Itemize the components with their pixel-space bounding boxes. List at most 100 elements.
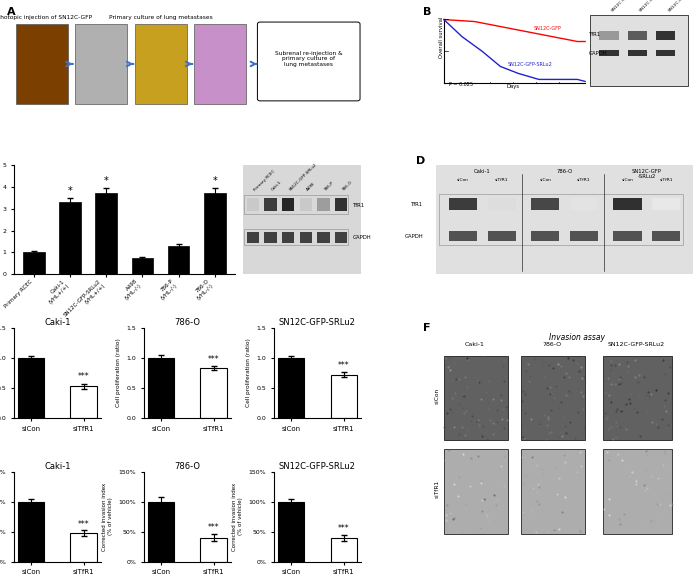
Text: Days: Days [507,85,520,89]
Bar [278,358,304,418]
Text: Subrenal re-injection &
primary culture of
lung metastases: Subrenal re-injection & primary culture … [275,51,342,67]
Text: TfR1: TfR1 [353,203,365,207]
Text: siCon: siCon [540,178,552,182]
Text: SN12C-GFP-SRLu2: SN12C-GFP-SRLu2 [608,342,665,347]
Text: 786-P: 786-P [323,181,335,192]
Text: Invasion assay: Invasion assay [550,332,606,342]
Bar [71,386,97,418]
Bar [449,230,477,241]
Text: *: * [68,186,72,196]
Text: *: * [104,176,108,186]
Bar [603,449,673,534]
Text: D: D [416,156,425,166]
Text: P = 0.025: P = 0.025 [449,82,473,87]
Text: siCon: siCon [622,178,634,182]
Title: SN12C-GFP-SRLu2: SN12C-GFP-SRLu2 [279,461,356,471]
Text: ***: *** [208,355,219,364]
Bar [439,194,682,245]
Text: SN12C-GFP-SRLu2: SN12C-GFP-SRLu2 [667,0,699,13]
Bar [590,14,688,86]
Bar [317,232,330,243]
Bar [531,230,559,241]
Text: 786-O: 786-O [556,168,573,174]
Text: SN12C-GFP: SN12C-GFP [611,0,631,13]
Text: ***: *** [78,372,90,382]
Bar [23,252,45,274]
Text: ***: *** [208,523,219,532]
Bar [438,14,579,86]
Text: ***: *** [338,361,349,370]
Text: GAPDH: GAPDH [589,51,608,56]
Text: 786-O: 786-O [542,342,561,347]
Text: siCon: siCon [435,387,440,404]
Bar [204,193,225,274]
Bar [613,197,642,211]
Title: 786-O: 786-O [174,461,200,471]
Bar [652,230,680,241]
Text: Caki-1: Caki-1 [465,342,484,347]
Y-axis label: Corrected invasion index
(% of vehicle): Corrected invasion index (% of vehicle) [102,482,113,551]
Bar [570,197,598,211]
Bar [444,449,508,534]
Bar [95,193,117,274]
Bar [15,24,68,104]
Bar [148,358,174,418]
Bar [521,356,585,440]
Text: siCon: siCon [457,178,469,182]
Text: A498: A498 [306,181,316,192]
Bar [300,197,312,211]
Bar [335,197,347,211]
Bar [599,50,619,57]
Text: SN12C-GFP-SRLu2: SN12C-GFP-SRLu2 [288,162,318,192]
Text: TfR1: TfR1 [411,201,424,207]
Text: Primary culture of lung metastases: Primary culture of lung metastases [109,15,214,20]
Y-axis label: Corrected invasion index
(% of vehicle): Corrected invasion index (% of vehicle) [232,482,243,551]
Bar [656,31,675,39]
Bar [282,197,295,211]
Text: TfR1: TfR1 [589,32,601,37]
Bar [282,232,295,243]
Bar [317,197,330,211]
Text: siTfR1: siTfR1 [435,480,440,498]
Bar [627,31,647,39]
Bar [200,537,227,562]
Bar [656,50,675,57]
Bar [18,358,44,418]
Text: siTfR1: siTfR1 [659,178,673,182]
Title: Caki-1: Caki-1 [44,318,71,327]
Text: siTfR1: siTfR1 [495,178,508,182]
Bar [244,229,348,245]
Bar [168,246,190,274]
Bar [246,232,259,243]
Bar [195,24,246,104]
Bar [71,533,97,562]
Bar [244,195,348,214]
Text: siTfR1: siTfR1 [577,178,591,182]
Bar [613,230,642,241]
Bar [264,232,276,243]
Bar [599,31,619,39]
Bar [444,356,508,440]
Bar [300,232,312,243]
Text: A: A [7,6,15,17]
Title: Caki-1: Caki-1 [44,461,71,471]
Text: SN12C-GFP
-SRLu2: SN12C-GFP -SRLu2 [632,168,662,179]
Bar [18,501,44,562]
Bar [652,197,680,211]
Text: ***: *** [338,524,349,533]
Text: SN12C-GFP: SN12C-GFP [534,25,561,31]
Bar [60,202,81,274]
Bar [521,449,585,534]
Bar [531,197,559,211]
Bar [487,197,516,211]
Bar [487,230,516,241]
Y-axis label: Cell proliferation (ratio): Cell proliferation (ratio) [246,339,251,408]
Bar [570,230,598,241]
Text: GAPDH: GAPDH [353,234,372,240]
Text: Overall survival: Overall survival [439,17,444,58]
Text: Orthotopic injection of SN12C-GFP: Orthotopic injection of SN12C-GFP [0,15,92,20]
Text: ***: *** [78,519,90,529]
Bar [246,197,259,211]
Title: SN12C-GFP-SRLu2: SN12C-GFP-SRLu2 [279,318,356,327]
Bar [264,197,276,211]
